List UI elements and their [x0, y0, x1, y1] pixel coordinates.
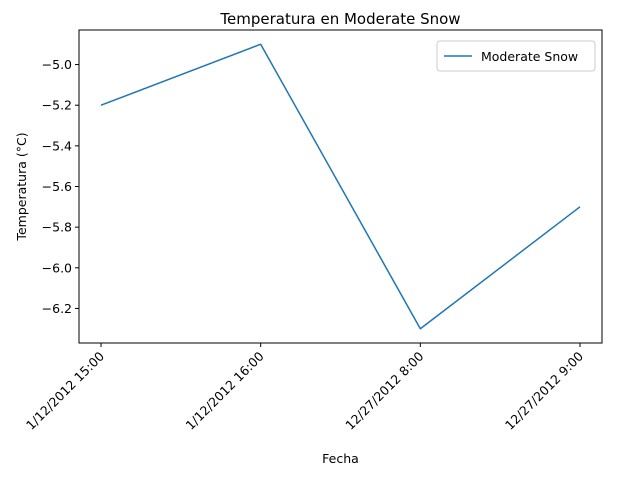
legend-label: Moderate Snow — [481, 49, 578, 64]
y-axis-ticks: −6.2 −6.0 −5.8 −5.6 −5.4 −5.2 −5.0 — [42, 57, 79, 316]
y-tick-label: −6.0 — [42, 260, 72, 275]
x-tick-label: 1/12/2012 15:00 — [23, 348, 107, 432]
x-axis-title: Fecha — [322, 451, 359, 466]
x-tick-label: 1/12/2012 16:00 — [183, 348, 267, 432]
plot-area-frame — [78, 29, 603, 344]
y-tick-label: −5.8 — [42, 220, 72, 235]
y-tick-label: −5.2 — [42, 98, 72, 113]
x-axis-ticks: 1/12/2012 15:00 1/12/2012 16:00 12/27/2012… — [23, 343, 586, 433]
y-tick-label: −5.6 — [42, 179, 72, 194]
series-line — [100, 43, 581, 330]
chart-title: Temperatura en Moderate Snow — [219, 10, 460, 28]
y-tick-label: −5.0 — [42, 57, 72, 72]
x-tick-label: 12/27/2012 9:00 — [502, 348, 586, 432]
legend-box — [436, 40, 596, 72]
y-axis-title: Temperatura (°C) — [14, 132, 29, 241]
y-tick-label: −5.4 — [42, 138, 72, 153]
series-lines — [100, 43, 581, 330]
y-tick-label: −6.2 — [42, 301, 72, 316]
legend: Moderate Snow — [436, 40, 596, 72]
x-tick-label: 12/27/2012 8:00 — [342, 348, 426, 432]
